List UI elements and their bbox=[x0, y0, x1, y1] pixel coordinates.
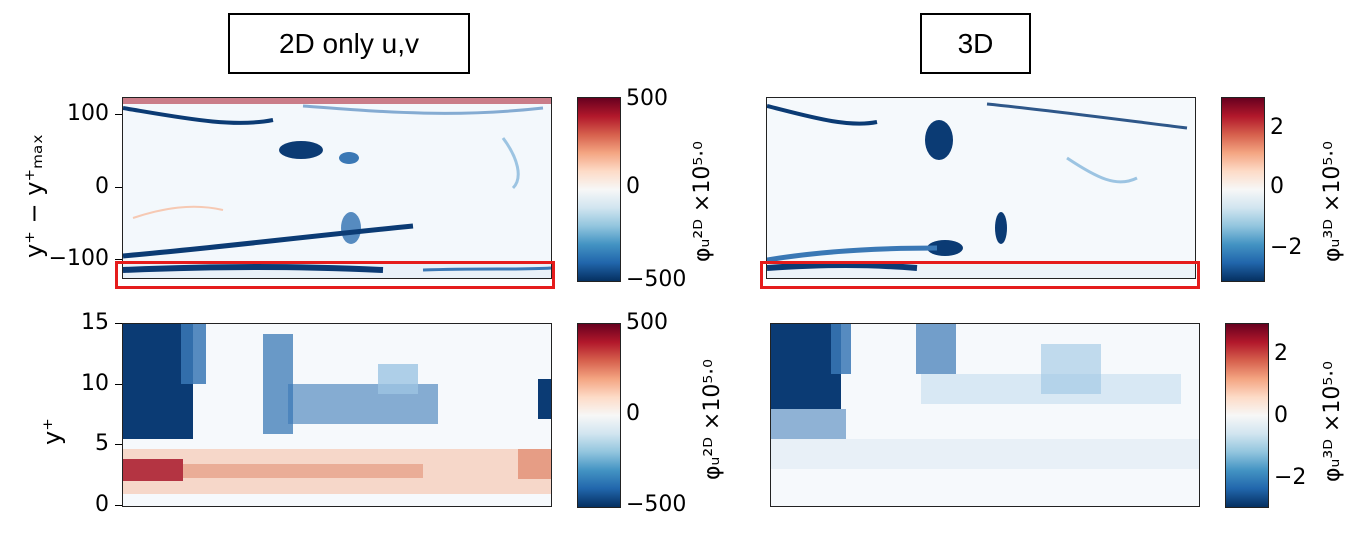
heatmap-2d-bottom bbox=[122, 323, 552, 507]
title-3d: 3D bbox=[920, 13, 1031, 74]
cbar-tick-2d-bottom-500: 500 bbox=[626, 310, 668, 335]
ytick-bottom-0: 0 bbox=[95, 492, 109, 517]
highlight-box-2d bbox=[115, 261, 555, 289]
cbar-tick-2d-top-neg500: −500 bbox=[626, 267, 687, 292]
heatmap-3d-top bbox=[766, 97, 1196, 279]
ylabel-bottom: y⁺ bbox=[38, 418, 66, 445]
ytick-bottom-15: 15 bbox=[81, 310, 109, 335]
heatmap-2d-top bbox=[122, 97, 552, 279]
heatmap-2d-bottom-field bbox=[123, 324, 551, 506]
title-2d: 2D only u,v bbox=[228, 13, 470, 74]
ylabel-top: y⁺ − y⁺ₘₐₓ bbox=[20, 133, 48, 258]
cbar-tick-3d-bottom-2: 2 bbox=[1274, 341, 1288, 366]
colorbar-3d-bottom bbox=[1225, 323, 1269, 508]
cbar-tick-2d-bottom-0: 0 bbox=[626, 401, 640, 426]
cbar-title-3d-bottom: φᵤ³ᴰ ×10⁵·⁰ bbox=[1320, 361, 1345, 482]
cbar-tick-3d-top-neg2: −2 bbox=[1270, 235, 1303, 260]
ytick-bottom-10: 10 bbox=[81, 371, 109, 396]
highlight-box-3d bbox=[760, 261, 1200, 289]
heatmap-3d-top-field bbox=[767, 98, 1195, 278]
ytick-top-0: 0 bbox=[95, 174, 109, 199]
cbar-tick-2d-bottom-neg500: −500 bbox=[626, 492, 687, 517]
cbar-tick-3d-top-2: 2 bbox=[1270, 115, 1284, 140]
ytick-bottom-5: 5 bbox=[95, 431, 109, 456]
heatmap-3d-bottom-field bbox=[771, 324, 1199, 506]
cbar-tick-3d-top-0: 0 bbox=[1270, 174, 1284, 199]
cbar-title-2d-bottom: φᵤ²ᴰ ×10⁵·⁰ bbox=[700, 359, 725, 480]
cbar-title-2d-top: φᵤ²ᴰ ×10⁵·⁰ bbox=[690, 141, 715, 262]
cbar-tick-3d-bottom-0: 0 bbox=[1274, 403, 1288, 428]
heatmap-2d-top-field bbox=[123, 98, 551, 278]
colorbar-3d-top bbox=[1221, 97, 1265, 282]
ytick-top-100: 100 bbox=[67, 101, 109, 126]
ytick-top-neg100: −100 bbox=[48, 246, 109, 271]
cbar-tick-3d-bottom-neg2: −2 bbox=[1274, 465, 1307, 490]
cbar-tick-2d-top-0: 0 bbox=[626, 174, 640, 199]
cbar-title-3d-top: φᵤ³ᴰ ×10⁵·⁰ bbox=[1320, 141, 1345, 262]
cbar-tick-2d-top-500: 500 bbox=[626, 86, 668, 111]
colorbar-2d-bottom bbox=[577, 323, 621, 508]
heatmap-3d-bottom bbox=[770, 323, 1200, 507]
colorbar-2d-top bbox=[577, 97, 621, 282]
